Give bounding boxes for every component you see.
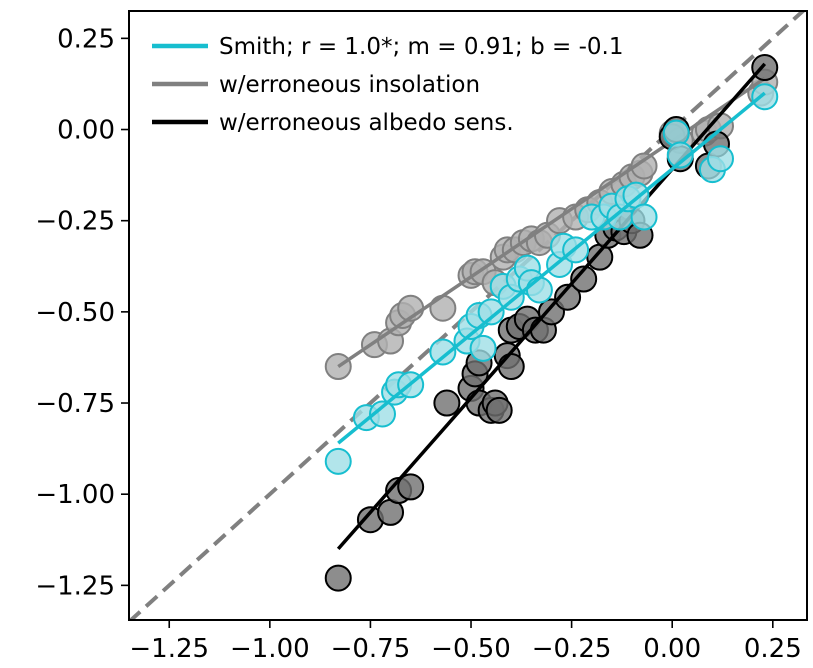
data-point [666,141,694,169]
x-tick-label: −0.75 [331,634,411,664]
x-tick-label: 0.00 [643,634,701,664]
data-point [630,152,658,180]
y-tick-label: 0.25 [57,24,115,54]
plot-area [129,11,806,620]
y-tick-label: −1.00 [35,480,115,510]
legend-entry: w/erroneous albedo sens. [219,110,514,136]
legend: Smith; r = 1.0*; m = 0.91; b = -0.1 w/err… [152,34,623,136]
data-point [554,283,582,311]
data-point [706,145,734,173]
y-tick-label: 0.00 [57,116,115,146]
data-point [630,203,658,231]
data-point [469,334,497,362]
data-point [497,353,525,381]
x-tick-label: 0.25 [744,634,802,664]
y-tick-label: −0.50 [35,298,115,328]
plot-content [129,11,806,620]
data-point [429,294,457,322]
x-tick-label: −0.25 [532,634,612,664]
data-point [570,265,598,293]
data-point [751,83,779,111]
plot-frame [128,10,808,621]
y-tick-label: −0.75 [35,389,115,419]
legend-entry: w/erroneous insolation [219,72,480,98]
y-tick-label: −0.25 [35,207,115,237]
data-point [485,396,513,424]
x-tick-label: −0.50 [431,634,511,664]
x-tick-label: −1.00 [230,634,310,664]
series-2 [324,83,779,475]
data-point [477,298,505,326]
data-point [429,338,457,366]
data-point [751,54,779,82]
data-point [433,389,461,417]
data-point [324,447,352,475]
data-point [397,473,425,501]
fit-line [337,77,766,369]
fit-line [336,62,767,551]
data-point [368,400,396,428]
legend-entry: Smith; r = 1.0*; m = 0.91; b = -0.1 [219,34,623,60]
reference-line [129,11,806,620]
axes: −1.25 −1.00 −0.75 −0.50 −0.25 0.00 0.25 0.25 0.0… [35,24,801,664]
data-point [525,276,553,304]
data-point [662,119,690,147]
y-tick-label: −1.25 [35,571,115,601]
data-point [324,564,352,592]
x-tick-label: −1.25 [129,634,209,664]
fit-line [337,91,766,445]
